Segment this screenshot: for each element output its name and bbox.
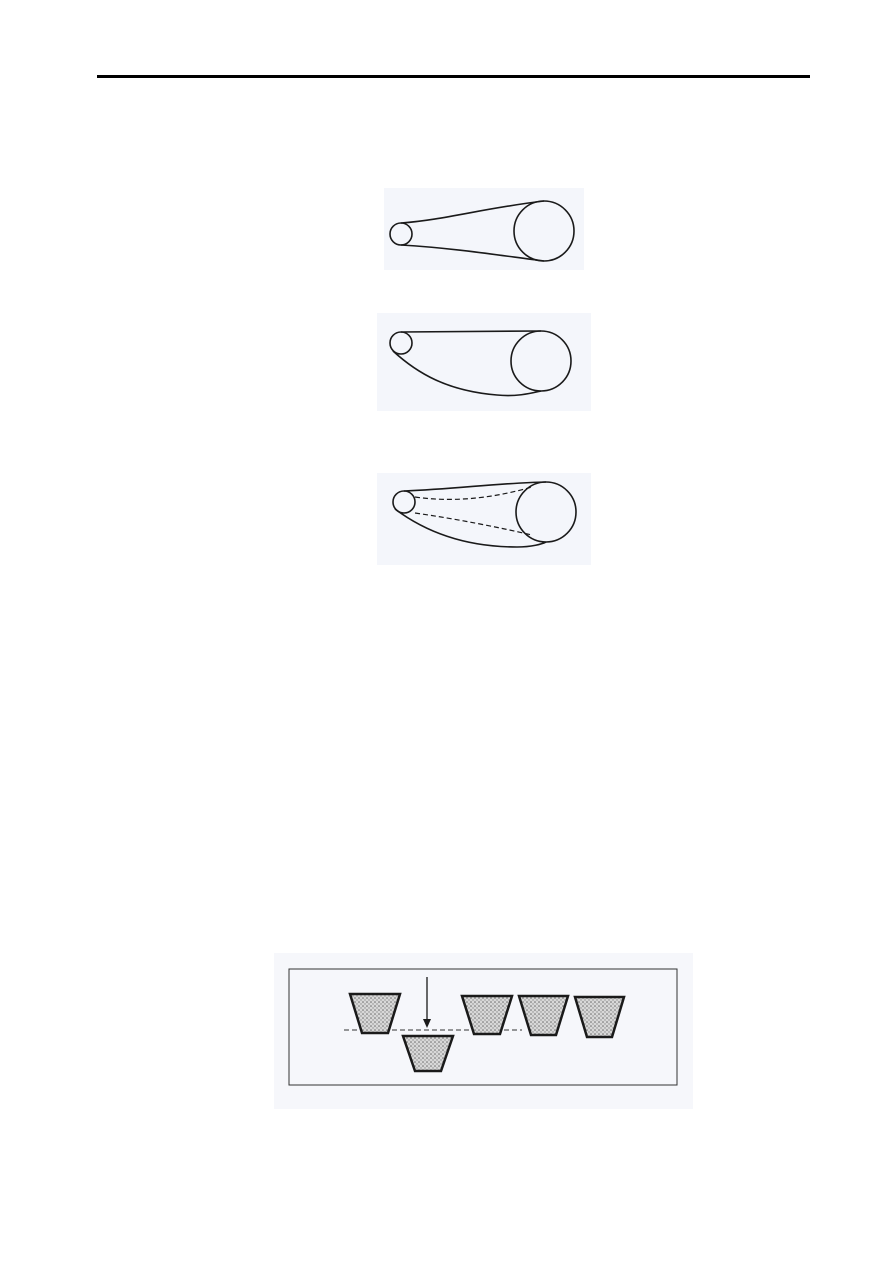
v-belt-section-1 — [348, 992, 402, 1035]
dashed-lower-reference — [414, 512, 533, 536]
insertion-arrow-head — [423, 1019, 431, 1028]
belt-lower-span — [392, 350, 542, 397]
belt-upper-span — [400, 330, 542, 333]
v-belt-section-2 — [460, 994, 514, 1036]
belt-drive-sag-dashed-drawing — [392, 481, 577, 548]
large-pulley — [515, 481, 577, 543]
v-belt-seating-figure — [274, 953, 693, 1109]
header-rule — [97, 75, 810, 78]
dashed-upper-reference — [414, 486, 533, 500]
frame — [288, 968, 678, 1086]
belt-drive-slack-lower-figure — [377, 313, 591, 411]
v-belt-seating-drawing — [288, 968, 678, 1086]
belt-drive-sag-dashed-figure — [377, 473, 591, 565]
belt-upper-span — [400, 200, 545, 224]
belt-lower-span — [400, 244, 545, 262]
large-pulley — [513, 200, 575, 262]
v-belt-section-3 — [517, 994, 570, 1037]
belt-lower-span — [394, 508, 547, 548]
large-pulley — [510, 330, 572, 392]
v-belt-section-seated — [401, 1034, 455, 1073]
belt-drive-taut-figure — [384, 188, 584, 270]
belt-drive-slack-lower-drawing — [389, 330, 572, 397]
belt-upper-span — [403, 481, 547, 492]
small-pulley — [389, 222, 413, 246]
v-belt-section-4 — [573, 995, 626, 1039]
belt-drive-taut-drawing — [389, 200, 575, 262]
